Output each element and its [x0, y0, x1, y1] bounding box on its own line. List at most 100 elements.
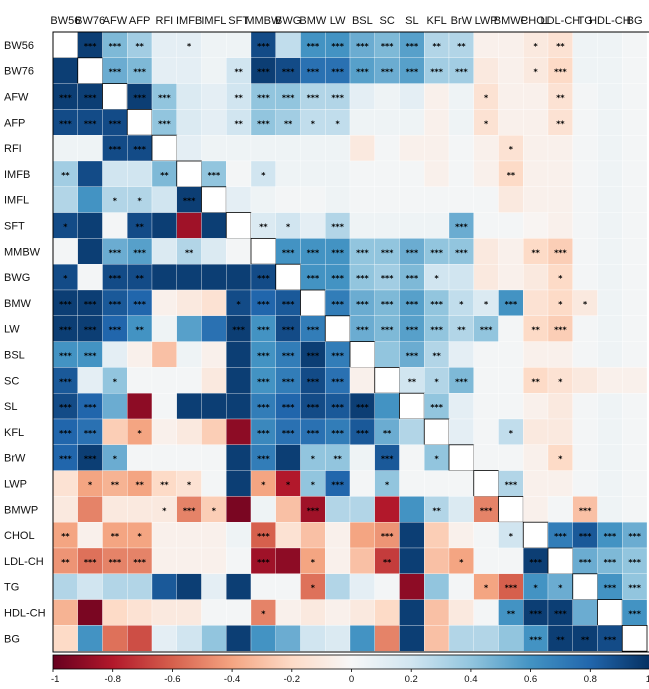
heatmap-cell: [547, 573, 573, 600]
heatmap-cell: [226, 135, 252, 162]
colorbar-gradient: [52, 654, 649, 670]
column-label-mmbw: MMBW: [245, 15, 282, 27]
significance-mark: ***: [505, 481, 518, 490]
heatmap-cell: [300, 212, 326, 239]
colorbar-tick-label: 1: [646, 674, 649, 685]
heatmap-cell: [325, 289, 351, 316]
heatmap-cell: [52, 418, 78, 445]
significance-mark: ***: [331, 377, 344, 386]
heatmap-cell: [622, 109, 648, 136]
significance-marks: *** *** ** * *** *** *** *** *** *** ** ** * ***** ***…: [59, 42, 642, 644]
heatmap-cell: [151, 264, 177, 291]
heatmap-cell: [325, 57, 351, 84]
column-label-bsl: BSL: [352, 15, 373, 27]
heatmap-cell: [176, 444, 202, 471]
heatmap-cell: [473, 238, 499, 265]
heatmap-cell: [424, 264, 450, 291]
heatmap-cell: [572, 315, 598, 342]
significance-mark: ***: [406, 42, 419, 51]
heatmap-cell: [523, 625, 549, 652]
heatmap-cell: [597, 470, 623, 497]
heatmap-cell: [201, 522, 227, 549]
row-label-bg: BG: [4, 633, 20, 645]
heatmap-cell: [622, 522, 648, 549]
significance-mark: **: [556, 94, 565, 103]
significance-mark: **: [531, 377, 540, 386]
heatmap-cell: [473, 135, 499, 162]
heatmap-cell: [621, 625, 648, 652]
heatmap-cell: [176, 522, 202, 549]
heatmap-cell: [547, 341, 573, 368]
heatmap-cell: [448, 444, 475, 471]
significance-mark: ***: [257, 119, 270, 128]
heatmap-cell: [399, 135, 425, 162]
heatmap-cell: [399, 186, 425, 213]
heatmap-cell: [176, 599, 202, 626]
heatmap-cell: [399, 573, 425, 600]
heatmap-cell: [151, 31, 177, 58]
heatmap-cell: [498, 625, 524, 652]
column-label-chol: CHOL: [520, 15, 551, 27]
heatmap-cell: [226, 109, 252, 136]
significance-mark: ***: [430, 68, 443, 77]
significance-mark: ***: [554, 610, 567, 619]
heatmap-cell: [572, 238, 598, 265]
significance-mark: ***: [307, 506, 320, 515]
significance-mark: ***: [84, 558, 97, 567]
heatmap-cell: [300, 444, 326, 471]
heatmap-cell: [226, 264, 252, 291]
row-label-kfl: KFL: [4, 427, 24, 439]
significance-mark: ***: [257, 326, 270, 335]
heatmap-cell: [498, 238, 524, 265]
significance-mark: **: [259, 223, 268, 232]
column-label-ldl-ch: LDL-CH: [541, 15, 581, 27]
significance-mark: *: [311, 558, 316, 567]
heatmap-cell: [622, 289, 648, 316]
heatmap-cell: [374, 186, 400, 213]
heatmap-cell: [424, 522, 450, 549]
heatmap-cell: [349, 31, 375, 58]
significance-mark: ***: [59, 403, 72, 412]
heatmap-cell: [151, 212, 177, 239]
heatmap-cell: [374, 470, 400, 497]
heatmap-cell: [102, 341, 128, 368]
significance-mark: **: [135, 223, 144, 232]
significance-mark: ***: [257, 532, 270, 541]
heatmap-cell: [176, 418, 202, 445]
heatmap-cell: [597, 625, 623, 652]
heatmap-cell: [226, 496, 252, 523]
significance-mark: **: [383, 429, 392, 438]
heatmap-cell: [52, 573, 78, 600]
heatmap-cell: [300, 186, 326, 213]
heatmap-cell: [448, 496, 474, 523]
significance-mark: ***: [554, 68, 567, 77]
row-label-afp: AFP: [4, 117, 25, 129]
heatmap-cell: [77, 264, 103, 291]
significance-mark: ***: [331, 300, 344, 309]
heatmap-cell: [102, 444, 128, 471]
heatmap-cell: [473, 109, 499, 136]
heatmap-cell: [547, 289, 573, 316]
heatmap-cell: [325, 264, 351, 291]
heatmap-cell: [399, 547, 425, 574]
significance-mark: ***: [257, 455, 270, 464]
heatmap-cell: [399, 238, 425, 265]
significance-mark: ***: [579, 506, 592, 515]
heatmap-cell: [77, 135, 103, 162]
heatmap-cell: [151, 367, 177, 394]
heatmap-cell: [473, 418, 499, 445]
heatmap-cell: [300, 289, 326, 317]
significance-mark: ***: [257, 352, 270, 361]
significance-mark: ***: [505, 584, 518, 593]
significance-mark: ***: [356, 68, 369, 77]
heatmap-cell: [226, 470, 252, 497]
heatmap-cell: [498, 444, 524, 471]
heatmap-cell: [250, 83, 276, 110]
significance-mark: *: [558, 274, 563, 283]
heatmap-cell: [275, 160, 301, 187]
heatmap-cell: [127, 496, 153, 523]
significance-mark: ***: [133, 300, 146, 309]
heatmap-cell: [498, 212, 524, 239]
significance-mark: ***: [331, 429, 344, 438]
significance-mark: ***: [529, 558, 542, 567]
